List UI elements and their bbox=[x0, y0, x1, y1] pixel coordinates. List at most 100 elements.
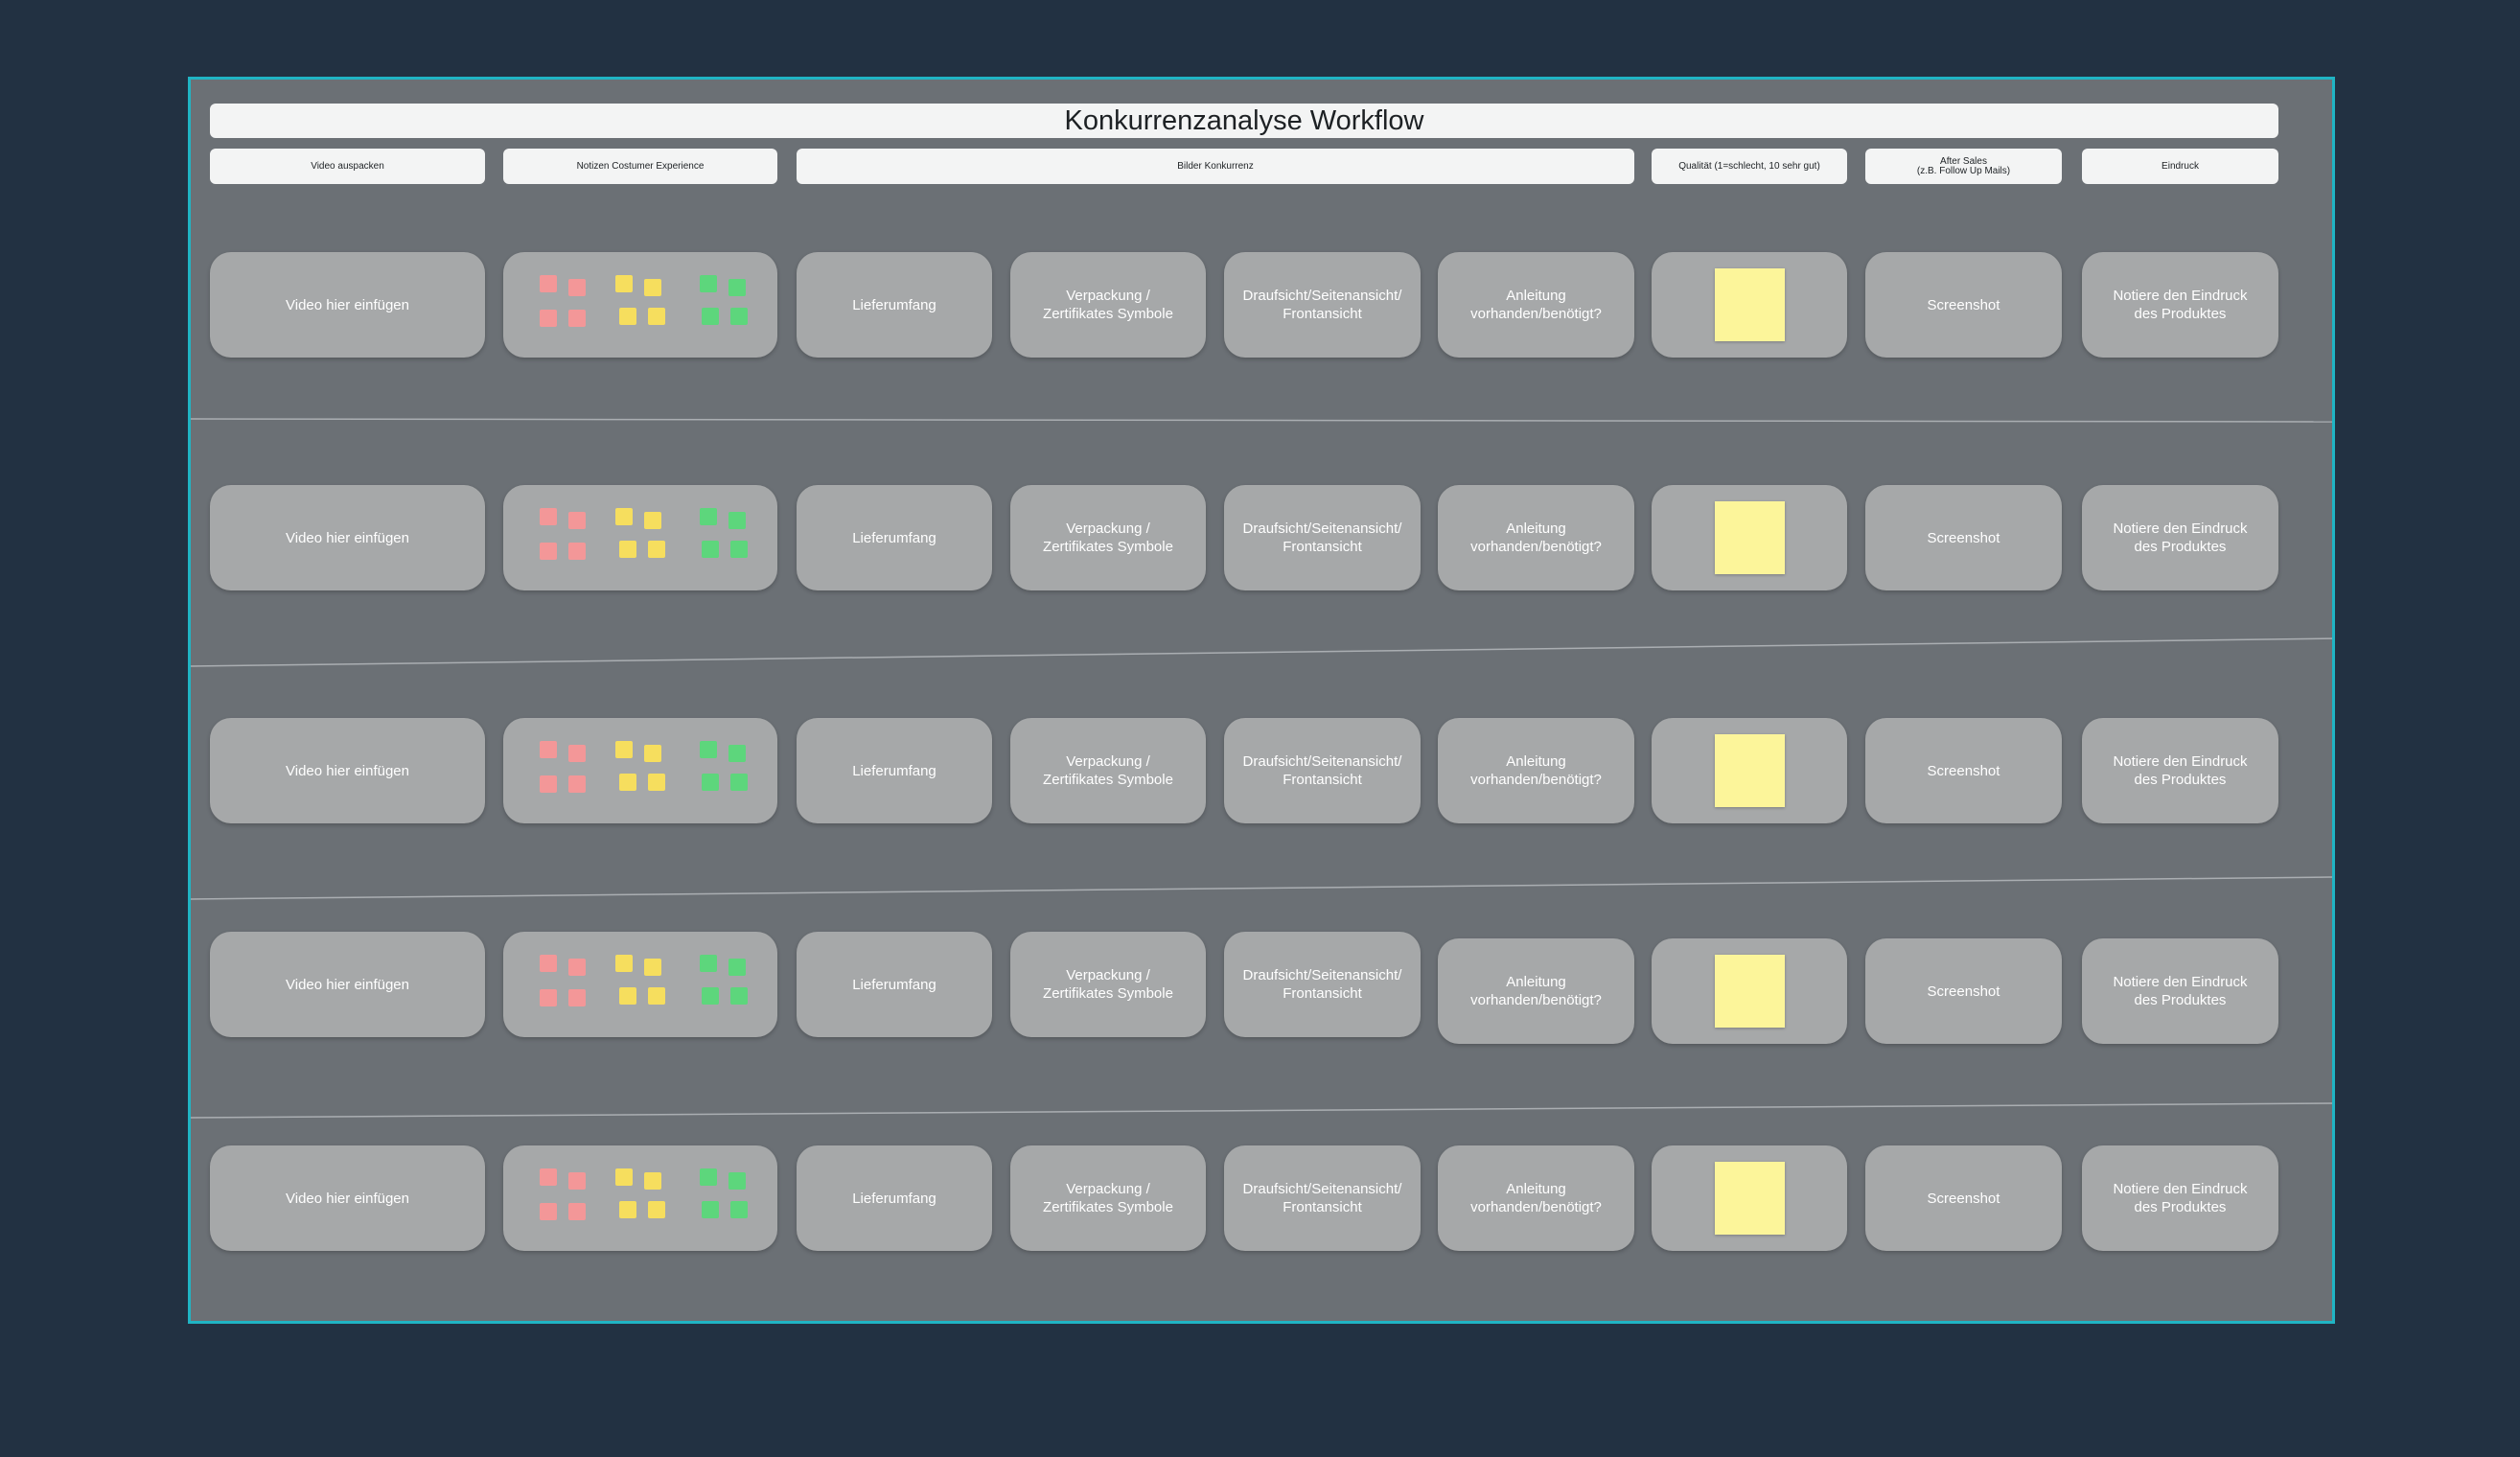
verpackung-card[interactable]: Verpackung / Zertifikates Symbole bbox=[1010, 1145, 1206, 1251]
lieferumfang-card[interactable]: Lieferumfang bbox=[797, 485, 992, 590]
yellow-sticky-note[interactable] bbox=[644, 1172, 661, 1190]
notes-card[interactable] bbox=[503, 252, 777, 358]
red-sticky-note[interactable] bbox=[540, 310, 557, 327]
green-sticky-note[interactable] bbox=[728, 745, 746, 762]
yellow-sticky-note[interactable] bbox=[644, 279, 661, 296]
green-sticky-note[interactable] bbox=[700, 275, 717, 292]
red-sticky-note[interactable] bbox=[568, 512, 586, 529]
notes-card[interactable] bbox=[503, 718, 777, 823]
green-sticky-note[interactable] bbox=[702, 774, 719, 791]
yellow-sticky-note[interactable] bbox=[615, 1168, 633, 1186]
red-sticky-note[interactable] bbox=[568, 1172, 586, 1190]
red-sticky-note[interactable] bbox=[540, 1203, 557, 1220]
anleitung-card[interactable]: Anleitung vorhanden/benötigt? bbox=[1438, 1145, 1634, 1251]
anleitung-card[interactable]: Anleitung vorhanden/benötigt? bbox=[1438, 252, 1634, 358]
lieferumfang-card[interactable]: Lieferumfang bbox=[797, 718, 992, 823]
yellow-sticky-note[interactable] bbox=[615, 275, 633, 292]
screenshot-card[interactable]: Screenshot bbox=[1865, 252, 2062, 358]
red-sticky-note[interactable] bbox=[568, 543, 586, 560]
screenshot-card[interactable]: Screenshot bbox=[1865, 938, 2062, 1044]
yellow-sticky-note[interactable] bbox=[648, 774, 665, 791]
red-sticky-note[interactable] bbox=[540, 508, 557, 525]
lieferumfang-card[interactable]: Lieferumfang bbox=[797, 1145, 992, 1251]
screenshot-card[interactable]: Screenshot bbox=[1865, 1145, 2062, 1251]
yellow-sticky-note[interactable] bbox=[615, 508, 633, 525]
eindruck-card[interactable]: Notiere den Eindruck des Produktes bbox=[2082, 252, 2278, 358]
video-card[interactable]: Video hier einfügen bbox=[210, 1145, 485, 1251]
screenshot-card[interactable]: Screenshot bbox=[1865, 485, 2062, 590]
video-card[interactable]: Video hier einfügen bbox=[210, 485, 485, 590]
quality-sticky-note[interactable] bbox=[1714, 734, 1785, 807]
red-sticky-note[interactable] bbox=[540, 543, 557, 560]
video-card[interactable]: Video hier einfügen bbox=[210, 932, 485, 1037]
quality-card[interactable] bbox=[1652, 485, 1847, 590]
video-card[interactable]: Video hier einfügen bbox=[210, 252, 485, 358]
red-sticky-note[interactable] bbox=[568, 959, 586, 976]
verpackung-card[interactable]: Verpackung / Zertifikates Symbole bbox=[1010, 718, 1206, 823]
yellow-sticky-note[interactable] bbox=[619, 987, 636, 1005]
verpackung-card[interactable]: Verpackung / Zertifikates Symbole bbox=[1010, 932, 1206, 1037]
eindruck-card[interactable]: Notiere den Eindruck des Produktes bbox=[2082, 485, 2278, 590]
green-sticky-note[interactable] bbox=[730, 541, 748, 558]
lieferumfang-card[interactable]: Lieferumfang bbox=[797, 932, 992, 1037]
anleitung-card[interactable]: Anleitung vorhanden/benötigt? bbox=[1438, 938, 1634, 1044]
green-sticky-note[interactable] bbox=[728, 1172, 746, 1190]
quality-sticky-note[interactable] bbox=[1714, 1162, 1785, 1235]
quality-card[interactable] bbox=[1652, 1145, 1847, 1251]
green-sticky-note[interactable] bbox=[728, 959, 746, 976]
green-sticky-note[interactable] bbox=[700, 508, 717, 525]
green-sticky-note[interactable] bbox=[700, 741, 717, 758]
board-frame[interactable]: Konkurrenzanalyse Workflow Video auspack… bbox=[188, 77, 2335, 1324]
red-sticky-note[interactable] bbox=[540, 955, 557, 972]
red-sticky-note[interactable] bbox=[540, 275, 557, 292]
red-sticky-note[interactable] bbox=[540, 775, 557, 793]
notes-card[interactable] bbox=[503, 1145, 777, 1251]
anleitung-card[interactable]: Anleitung vorhanden/benötigt? bbox=[1438, 485, 1634, 590]
red-sticky-note[interactable] bbox=[540, 1168, 557, 1186]
screenshot-card[interactable]: Screenshot bbox=[1865, 718, 2062, 823]
red-sticky-note[interactable] bbox=[568, 279, 586, 296]
red-sticky-note[interactable] bbox=[568, 989, 586, 1006]
yellow-sticky-note[interactable] bbox=[644, 745, 661, 762]
red-sticky-note[interactable] bbox=[568, 745, 586, 762]
quality-sticky-note[interactable] bbox=[1714, 501, 1785, 574]
lieferumfang-card[interactable]: Lieferumfang bbox=[797, 252, 992, 358]
yellow-sticky-note[interactable] bbox=[619, 541, 636, 558]
yellow-sticky-note[interactable] bbox=[648, 308, 665, 325]
quality-card[interactable] bbox=[1652, 938, 1847, 1044]
ansichten-card[interactable]: Draufsicht/Seitenansicht/ Frontansicht bbox=[1224, 485, 1421, 590]
ansichten-card[interactable]: Draufsicht/Seitenansicht/ Frontansicht bbox=[1224, 718, 1421, 823]
green-sticky-note[interactable] bbox=[730, 774, 748, 791]
red-sticky-note[interactable] bbox=[540, 989, 557, 1006]
ansichten-card[interactable]: Draufsicht/Seitenansicht/ Frontansicht bbox=[1224, 252, 1421, 358]
green-sticky-note[interactable] bbox=[702, 987, 719, 1005]
eindruck-card[interactable]: Notiere den Eindruck des Produktes bbox=[2082, 938, 2278, 1044]
yellow-sticky-note[interactable] bbox=[615, 955, 633, 972]
yellow-sticky-note[interactable] bbox=[648, 1201, 665, 1218]
yellow-sticky-note[interactable] bbox=[644, 512, 661, 529]
quality-sticky-note[interactable] bbox=[1714, 955, 1785, 1028]
ansichten-card[interactable]: Draufsicht/Seitenansicht/ Frontansicht bbox=[1224, 1145, 1421, 1251]
anleitung-card[interactable]: Anleitung vorhanden/benötigt? bbox=[1438, 718, 1634, 823]
red-sticky-note[interactable] bbox=[568, 310, 586, 327]
quality-sticky-note[interactable] bbox=[1714, 268, 1785, 341]
ansichten-card[interactable]: Draufsicht/Seitenansicht/ Frontansicht bbox=[1224, 932, 1421, 1037]
green-sticky-note[interactable] bbox=[730, 987, 748, 1005]
green-sticky-note[interactable] bbox=[702, 541, 719, 558]
yellow-sticky-note[interactable] bbox=[648, 541, 665, 558]
green-sticky-note[interactable] bbox=[730, 308, 748, 325]
quality-card[interactable] bbox=[1652, 252, 1847, 358]
yellow-sticky-note[interactable] bbox=[615, 741, 633, 758]
red-sticky-note[interactable] bbox=[568, 1203, 586, 1220]
eindruck-card[interactable]: Notiere den Eindruck des Produktes bbox=[2082, 1145, 2278, 1251]
yellow-sticky-note[interactable] bbox=[648, 987, 665, 1005]
notes-card[interactable] bbox=[503, 932, 777, 1037]
verpackung-card[interactable]: Verpackung / Zertifikates Symbole bbox=[1010, 252, 1206, 358]
video-card[interactable]: Video hier einfügen bbox=[210, 718, 485, 823]
green-sticky-note[interactable] bbox=[702, 1201, 719, 1218]
green-sticky-note[interactable] bbox=[728, 512, 746, 529]
green-sticky-note[interactable] bbox=[700, 955, 717, 972]
verpackung-card[interactable]: Verpackung / Zertifikates Symbole bbox=[1010, 485, 1206, 590]
green-sticky-note[interactable] bbox=[702, 308, 719, 325]
red-sticky-note[interactable] bbox=[568, 775, 586, 793]
